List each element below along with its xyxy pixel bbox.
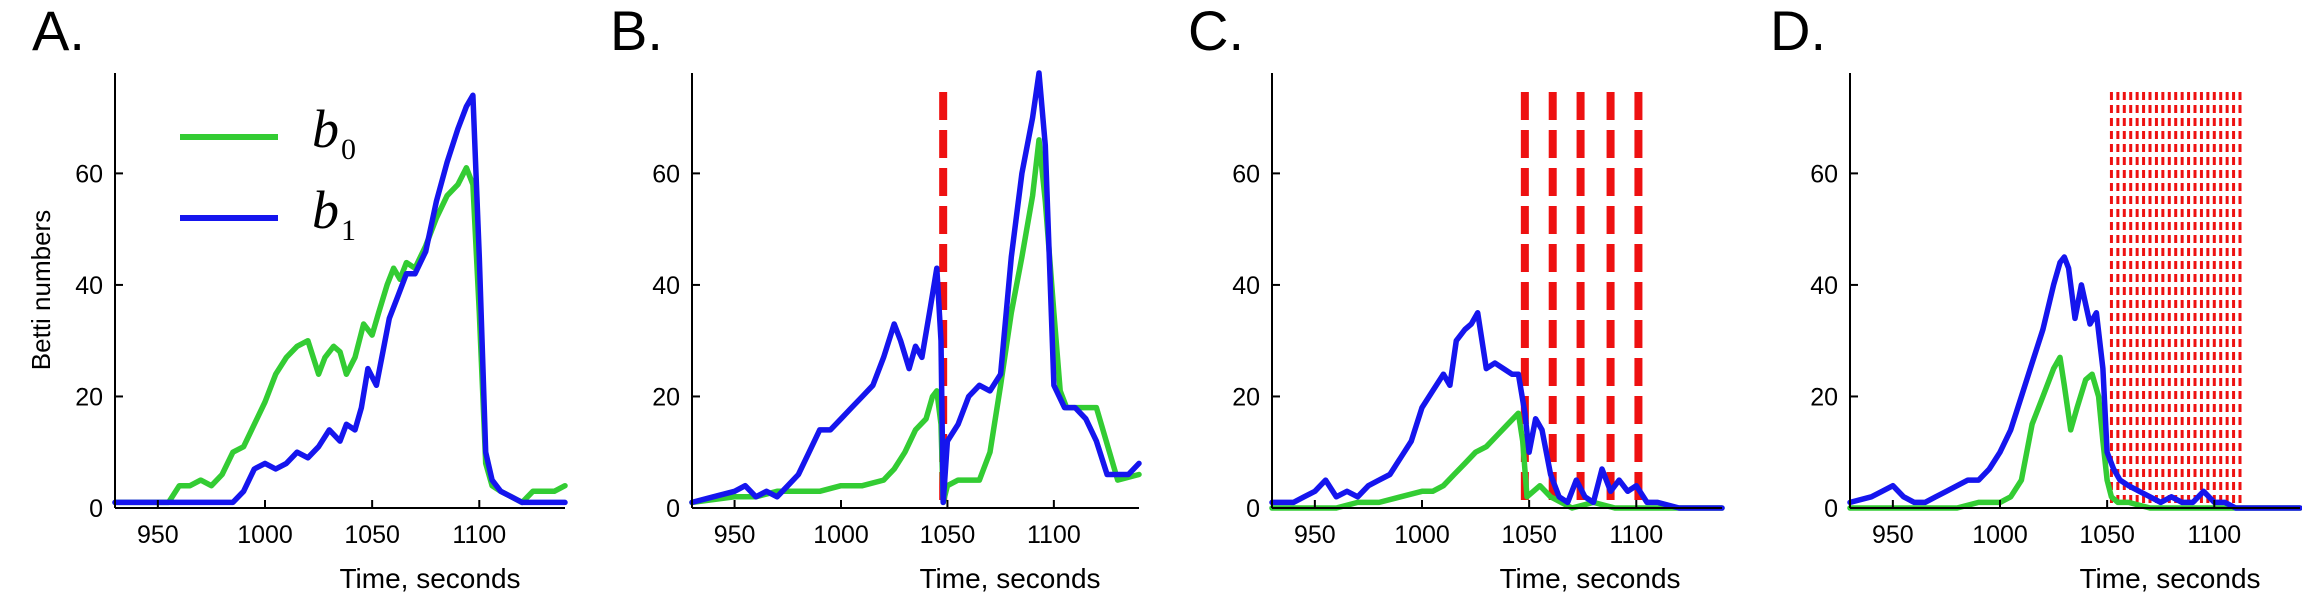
panel-c: C. Time, seconds 0 20 40 60 950 1000 1050 1100 <box>1188 0 1725 594</box>
y-tick-label-b-0: 0 <box>666 495 680 523</box>
legend-symbol-b1: b <box>312 180 339 240</box>
y-tick-label-d-0: 0 <box>1824 495 1838 523</box>
series-lines-b <box>689 70 1142 506</box>
x-tick-label-d-950: 950 <box>1872 521 1914 549</box>
legend-symbol-b0: b <box>312 99 339 159</box>
series-line-b-b0 <box>689 137 1142 506</box>
x-tick-label-b-1000: 1000 <box>813 521 869 549</box>
x-tick-label-c-1050: 1050 <box>1501 521 1557 549</box>
x-tick-label-a-950: 950 <box>137 521 179 549</box>
x-axis-label-d: Time, seconds <box>2079 563 2260 594</box>
axes-c: 0 20 40 60 950 1000 1050 1100 <box>1232 73 1722 549</box>
series-lines-d <box>1847 254 2302 511</box>
x-tick-label-c-1100: 1100 <box>1609 521 1663 549</box>
series-line-d-b0 <box>1847 354 2302 511</box>
panel-a: A. Betti numbers Time, seconds 0 20 40 60 95… <box>26 0 568 594</box>
y-tick-label-b-40: 40 <box>652 272 680 300</box>
x-axis-label-a: Time, seconds <box>339 563 520 594</box>
series-line-c-b1 <box>1269 310 1725 511</box>
legend-subscript-b0: 0 <box>341 133 356 166</box>
panel-label-b: B. <box>610 0 663 62</box>
panel-label-a: A. <box>32 0 85 62</box>
y-tick-label-a-60: 60 <box>75 160 103 188</box>
y-tick-label-b-60: 60 <box>652 160 680 188</box>
x-tick-label-a-1000: 1000 <box>237 521 293 549</box>
series-line-b-b1 <box>689 70 1142 506</box>
panel-label-c: C. <box>1188 0 1244 62</box>
panel-d: D. Time, seconds 0 20 40 60 950 1000 1050 1100 <box>1770 0 2302 594</box>
x-tick-label-a-1050: 1050 <box>344 521 400 549</box>
x-tick-label-d-1050: 1050 <box>2079 521 2135 549</box>
y-tick-label-c-40: 40 <box>1232 272 1260 300</box>
series-line-d-b1 <box>1847 254 2302 511</box>
series-line-c-b0 <box>1269 410 1725 511</box>
legend-subscript-b1: 1 <box>341 214 356 247</box>
x-tick-label-b-1100: 1100 <box>1027 521 1081 549</box>
legend: b0 b1 <box>180 99 356 247</box>
legend-label-b0: b0 <box>312 99 356 166</box>
x-tick-label-b-1050: 1050 <box>920 521 976 549</box>
x-tick-label-c-950: 950 <box>1294 521 1336 549</box>
y-tick-label-d-60: 60 <box>1810 160 1838 188</box>
series-lines-c <box>1269 310 1725 511</box>
axes-a: 0 20 40 60 950 1000 1050 1100 <box>75 73 565 549</box>
series-lines-a <box>112 92 568 506</box>
y-tick-label-c-60: 60 <box>1232 160 1260 188</box>
x-tick-label-d-1100: 1100 <box>2187 521 2241 549</box>
y-tick-label-a-0: 0 <box>89 495 103 523</box>
y-tick-label-b-20: 20 <box>652 383 680 411</box>
event-markers-d <box>2109 92 2242 505</box>
y-tick-label-a-40: 40 <box>75 272 103 300</box>
axes-b: 0 20 40 60 950 1000 1050 1100 <box>652 73 1139 549</box>
panel-label-d: D. <box>1770 0 1826 62</box>
y-axis-label-a: Betti numbers <box>26 210 56 370</box>
x-tick-label-c-1000: 1000 <box>1394 521 1450 549</box>
y-tick-label-c-20: 20 <box>1232 383 1260 411</box>
legend-label-b1: b1 <box>312 180 356 247</box>
y-tick-label-d-20: 20 <box>1810 383 1838 411</box>
y-tick-label-d-40: 40 <box>1810 272 1838 300</box>
panel-b: B. Time, seconds 0 20 40 60 950 1000 1050 1100 <box>610 0 1142 594</box>
x-axis-label-c: Time, seconds <box>1499 563 1680 594</box>
x-tick-label-a-1100: 1100 <box>452 521 506 549</box>
x-tick-label-b-950: 950 <box>714 521 756 549</box>
axes-d: 0 20 40 60 950 1000 1050 1100 <box>1810 73 2300 549</box>
y-tick-label-c-0: 0 <box>1246 495 1260 523</box>
y-tick-label-a-20: 20 <box>75 383 103 411</box>
x-axis-label-b: Time, seconds <box>919 563 1100 594</box>
series-line-a-b1 <box>112 92 568 506</box>
x-tick-label-d-1000: 1000 <box>1972 521 2028 549</box>
